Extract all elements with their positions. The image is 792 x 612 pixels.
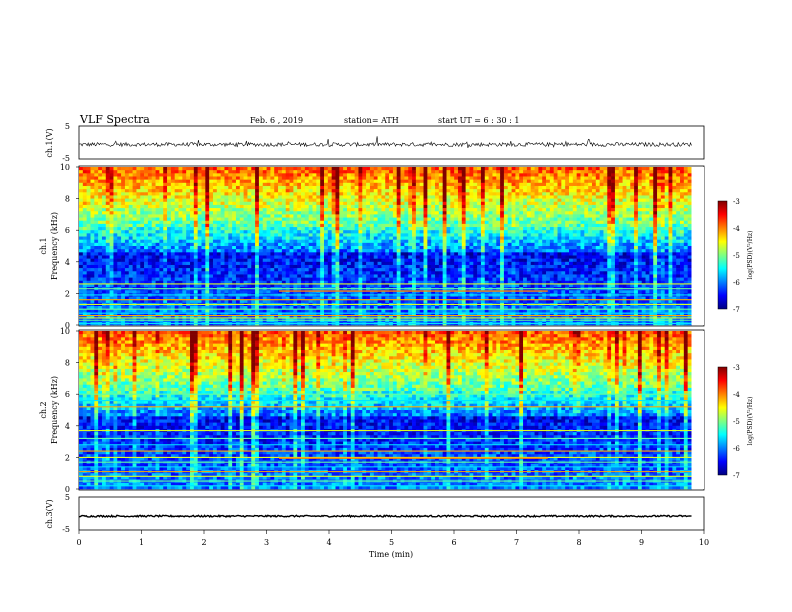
xtick-label: 10 xyxy=(699,538,709,547)
ch1-waveform-panel: 5 -5 ch.1(V) xyxy=(45,122,705,163)
ch2-spectrogram-ylabel-channel: ch.2 xyxy=(39,401,48,418)
ch1-ytick-top: 5 xyxy=(65,122,70,131)
colorbar-label: log(PSD)(V²/Hz) xyxy=(747,231,754,280)
colorbar-tick: -5 xyxy=(733,252,740,260)
colorbar-tick: -6 xyxy=(733,279,740,287)
colorbar-gradient xyxy=(717,366,728,476)
colorbar-tick: -4 xyxy=(733,225,740,233)
colorbar-tick: -3 xyxy=(733,198,740,206)
ch2-spectrogram-ylabel-freq: Frequency (kHz) xyxy=(50,376,59,444)
xtick-label: 0 xyxy=(76,538,81,547)
ytick-label: 8 xyxy=(65,359,70,368)
ch3-waveform-panel: 5 -5 ch.3(V) xyxy=(45,493,705,534)
ytick-label: 0 xyxy=(65,321,70,330)
ytick-label: 10 xyxy=(60,327,70,336)
ch1-waveform-trace xyxy=(78,136,692,148)
x-axis-label: Time (min) xyxy=(369,550,413,559)
xtick-label: 2 xyxy=(201,538,206,547)
xtick-label: 7 xyxy=(514,538,519,547)
ytick-label: 0 xyxy=(65,485,70,494)
time-axis: 0 1 2 3 4 5 6 7 8 9 10 xyxy=(76,530,709,547)
ytick-label: 6 xyxy=(65,226,70,235)
ch3-waveform-trace xyxy=(79,514,692,519)
ytick-label: 2 xyxy=(65,453,70,462)
xtick-label: 5 xyxy=(389,538,394,547)
ch1-spectrogram-panel: 0 2 4 6 8 10 ch.1 Frequency (kHz) xyxy=(39,163,705,330)
ch3-ytick-bottom: -5 xyxy=(62,525,70,534)
ytick-label: 10 xyxy=(60,163,70,172)
ch2-colorbar: -3 -4 -5 -6 -7 log(PSD)(V²/Hz) xyxy=(717,364,754,480)
start-time: start UT = 6 : 30 : 1 xyxy=(438,116,519,125)
ch1-ytick-bottom: -5 xyxy=(62,154,70,163)
colorbar-gradient xyxy=(717,200,728,310)
figure-title: VLF Spectra xyxy=(79,113,150,126)
recording-date: Feb. 6 , 2019 xyxy=(250,116,303,125)
ch2-spectrogram-panel: 0 2 4 6 8 10 ch.2 Frequency (kHz) xyxy=(39,327,705,494)
xtick-label: 8 xyxy=(576,538,581,547)
colorbar-tick: -6 xyxy=(733,445,740,453)
ch1-colorbar: -3 -4 -5 -6 -7 log(PSD)(V²/Hz) xyxy=(717,198,754,314)
colorbar-tick: -4 xyxy=(733,391,740,399)
xtick-label: 9 xyxy=(639,538,644,547)
ytick-label: 4 xyxy=(65,422,70,431)
colorbar-tick: -7 xyxy=(733,306,740,314)
ch3-ytick-top: 5 xyxy=(65,493,70,502)
ch3-ylabel: ch.3(V) xyxy=(45,499,54,528)
station-name: station= ATH xyxy=(344,116,399,125)
xtick-label: 6 xyxy=(451,538,456,547)
xtick-label: 4 xyxy=(326,538,331,547)
colorbar-tick: -5 xyxy=(733,418,740,426)
ch1-ylabel: ch.1(V) xyxy=(45,128,54,157)
colorbar-label: log(PSD)(V²/Hz) xyxy=(747,397,754,446)
xtick-label: 1 xyxy=(139,538,144,547)
ch1-spectrogram-ylabel-channel: ch.1 xyxy=(39,237,48,254)
colorbar-tick: -7 xyxy=(733,472,740,480)
xtick-label: 3 xyxy=(264,538,269,547)
ytick-label: 4 xyxy=(65,258,70,267)
colorbar-tick: -3 xyxy=(733,364,740,372)
ytick-label: 8 xyxy=(65,195,70,204)
ytick-label: 2 xyxy=(65,289,70,298)
ch1-spectrogram-ylabel-freq: Frequency (kHz) xyxy=(50,212,59,280)
ytick-label: 6 xyxy=(65,390,70,399)
